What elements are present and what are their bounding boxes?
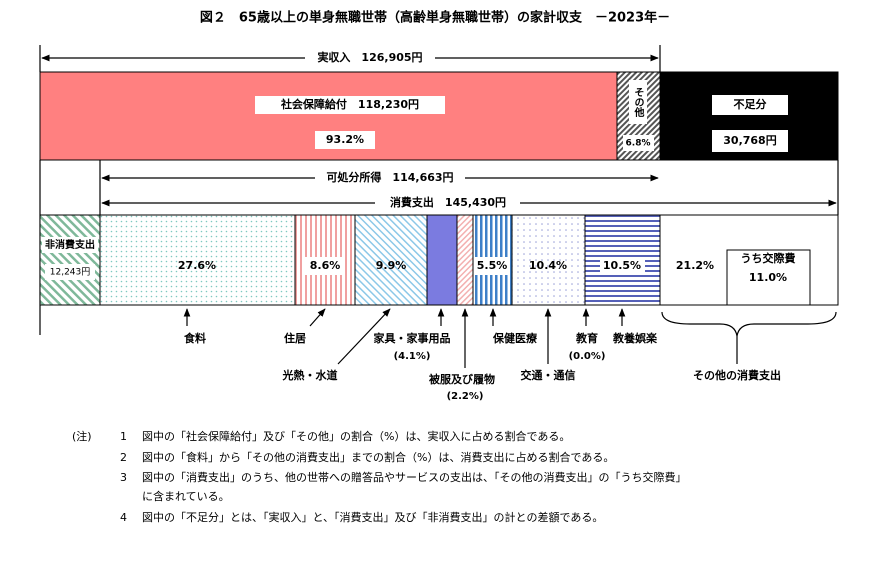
non-consumption-label: 非消費支出 bbox=[45, 238, 95, 251]
segment-name: 教育 bbox=[575, 331, 598, 345]
segment-name: 被服及び履物 bbox=[429, 372, 495, 386]
note-text: 図中の「食料」から「その他の消費支出」までの割合（%）は、消費支出に占める割合で… bbox=[142, 450, 614, 464]
social-security-share: 93.2% bbox=[326, 133, 364, 146]
title: 図２ 65歳以上の単身無職世帯（高齢単身無職世帯）の家計収支 －2023年－ bbox=[200, 10, 670, 26]
pointers bbox=[183, 308, 837, 368]
consumption-label: 消費支出 145,430円 bbox=[390, 195, 506, 209]
segment-share: (4.1%) bbox=[394, 351, 431, 362]
segment-share: 10.5% bbox=[603, 259, 641, 272]
non-consumption-amount: 12,243円 bbox=[50, 267, 91, 278]
disposable-income-label: 可処分所得 114,663円 bbox=[326, 170, 453, 184]
other-income-label: その他 bbox=[632, 87, 645, 118]
note-number: 2 bbox=[120, 451, 127, 464]
note-number: 4 bbox=[120, 511, 127, 524]
segment-share: 21.2% bbox=[676, 259, 714, 272]
segment-name: 家具・家事用品 bbox=[374, 331, 451, 345]
label-box bbox=[629, 80, 647, 124]
shortage-amount: 30,768円 bbox=[723, 134, 776, 147]
income-label: 実収入 126,905円 bbox=[317, 50, 422, 64]
note-text: 図中の「不足分」とは、「実収入」と、「消費支出」及び「非消費支出」の計との差額で… bbox=[142, 510, 603, 524]
label-boxes bbox=[42, 237, 645, 280]
segment-name: 教養娯楽 bbox=[612, 331, 658, 345]
consumption-bar bbox=[39, 214, 839, 306]
segment-share: (2.2%) bbox=[447, 391, 484, 402]
entertainment-label: うち交際費 bbox=[741, 251, 796, 265]
brackets bbox=[39, 160, 839, 335]
segment-name: その他の消費支出 bbox=[693, 368, 781, 382]
segment-share: 10.4% bbox=[529, 259, 567, 272]
other-income-share: 6.8% bbox=[626, 139, 651, 149]
segment-name: 光熱・水道 bbox=[282, 368, 338, 382]
note-number: 1 bbox=[120, 430, 127, 443]
note-text: 図中の「社会保障給付」及び「その他」の割合（%）は、実収入に占める割合である。 bbox=[142, 429, 570, 443]
note-text: に含まれている。 bbox=[142, 489, 230, 503]
notes-heading: (注) bbox=[72, 429, 92, 443]
label-box bbox=[255, 96, 445, 114]
notes: 1 図中の「社会保障給付」及び「その他」の割合（%）は、実収入に占める割合である。… bbox=[120, 429, 687, 524]
segment-share: 27.6% bbox=[178, 259, 216, 272]
segment-name: 交通・通信 bbox=[521, 368, 576, 382]
segment-share: 5.5% bbox=[477, 259, 508, 272]
label-box bbox=[315, 131, 375, 149]
label-box bbox=[712, 130, 788, 152]
note-number: 3 bbox=[120, 471, 127, 484]
segment-name: 保健医療 bbox=[492, 331, 538, 345]
segment-share: 9.9% bbox=[376, 259, 407, 272]
segment-name: 住居 bbox=[284, 331, 306, 345]
label-box bbox=[623, 135, 654, 151]
entertainment-share: 11.0% bbox=[749, 271, 787, 284]
income-bracket bbox=[39, 45, 661, 72]
social-security-label: 社会保障給付 118,230円 bbox=[280, 97, 419, 111]
segment-share: (0.0%) bbox=[569, 351, 606, 362]
segment-share: 8.6% bbox=[310, 259, 341, 272]
segment-name: 食料 bbox=[184, 331, 206, 345]
note-text: 図中の「消費支出」のうち、他の世帯への贈答品やサービスの支出は、「その他の消費支… bbox=[142, 470, 687, 484]
shortage-label: 不足分 bbox=[734, 97, 767, 111]
label-box bbox=[712, 95, 788, 115]
